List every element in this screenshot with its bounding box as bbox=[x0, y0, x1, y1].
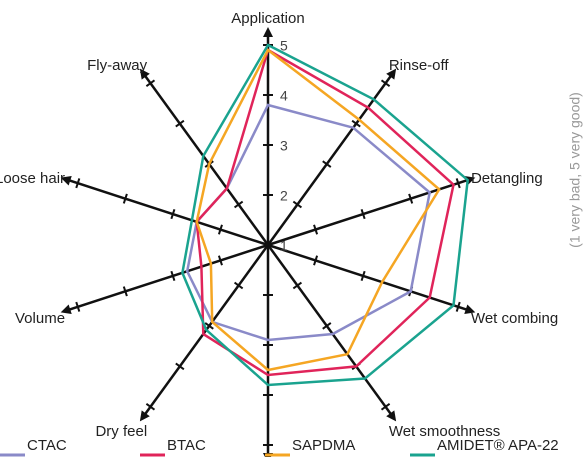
tick-mark bbox=[313, 255, 319, 266]
tick-mark bbox=[455, 301, 461, 312]
axis-arrow bbox=[139, 410, 150, 422]
category-label: Dry feel bbox=[95, 423, 147, 440]
tick-mark bbox=[292, 200, 303, 209]
tick-mark bbox=[360, 209, 366, 220]
tick-mark bbox=[75, 301, 81, 312]
tick-mark bbox=[75, 178, 81, 189]
tick-mark bbox=[170, 209, 176, 220]
category-label: Wet combing bbox=[471, 310, 558, 327]
axis-arrow bbox=[464, 304, 476, 315]
tick-mark bbox=[145, 403, 156, 411]
tick-mark bbox=[313, 224, 319, 235]
axis-arrow bbox=[139, 68, 150, 80]
tick-mark bbox=[122, 286, 128, 297]
tick-mark bbox=[408, 193, 414, 204]
legend-label: BTAC bbox=[167, 437, 206, 454]
tick-mark bbox=[233, 200, 244, 209]
axis-line bbox=[267, 243, 471, 312]
side-note: (1 very bad, 5 very good) bbox=[567, 92, 583, 248]
tick-mark bbox=[175, 362, 185, 371]
axis-line bbox=[266, 244, 394, 418]
category-label: Wet smoothness bbox=[389, 423, 500, 440]
series-line bbox=[195, 48, 455, 377]
category-label: Rinse-off bbox=[389, 57, 450, 74]
tick-mark bbox=[145, 79, 156, 87]
axis-line bbox=[266, 72, 394, 246]
axis-line bbox=[142, 72, 270, 246]
tick-mark bbox=[122, 193, 128, 204]
series-line bbox=[195, 48, 441, 372]
axis-line bbox=[65, 178, 269, 247]
r-tick-label: 3 bbox=[280, 138, 288, 154]
axis-line bbox=[267, 178, 471, 247]
tick-mark bbox=[380, 403, 391, 411]
tick-mark bbox=[217, 224, 223, 235]
category-label: Application bbox=[231, 10, 304, 27]
tick-mark bbox=[455, 178, 461, 189]
legend-label: CTAC bbox=[27, 437, 67, 454]
tick-mark bbox=[204, 322, 214, 330]
category-label: Fly-away bbox=[87, 57, 148, 74]
category-label: Loose hair bbox=[0, 170, 65, 187]
r-tick-label: 1 bbox=[280, 238, 288, 254]
tick-mark bbox=[292, 281, 303, 290]
r-tick-label: 4 bbox=[280, 88, 288, 104]
series-line bbox=[181, 43, 470, 387]
tick-mark bbox=[380, 79, 391, 87]
legend-label: SAPDMA bbox=[292, 437, 355, 454]
tick-mark bbox=[217, 255, 223, 266]
tick-mark bbox=[170, 270, 176, 281]
axis-arrow bbox=[263, 27, 273, 37]
tick-mark bbox=[322, 160, 332, 168]
axis-line bbox=[65, 243, 269, 312]
axis-arrow bbox=[386, 68, 397, 80]
axis-arrow bbox=[60, 175, 72, 186]
axis-arrow bbox=[386, 410, 397, 422]
r-tick-label: 2 bbox=[280, 188, 288, 204]
axis-arrow bbox=[60, 304, 72, 315]
tick-mark bbox=[233, 281, 244, 290]
category-label: Detangling bbox=[471, 170, 543, 187]
r-tick-label: 5 bbox=[280, 38, 288, 54]
tick-mark bbox=[360, 270, 366, 281]
tick-mark bbox=[175, 119, 185, 128]
legend-label: AMIDET® APA-22 bbox=[437, 437, 559, 454]
category-label: Volume bbox=[15, 310, 65, 327]
tick-mark bbox=[322, 322, 332, 330]
tick-mark bbox=[351, 119, 361, 128]
